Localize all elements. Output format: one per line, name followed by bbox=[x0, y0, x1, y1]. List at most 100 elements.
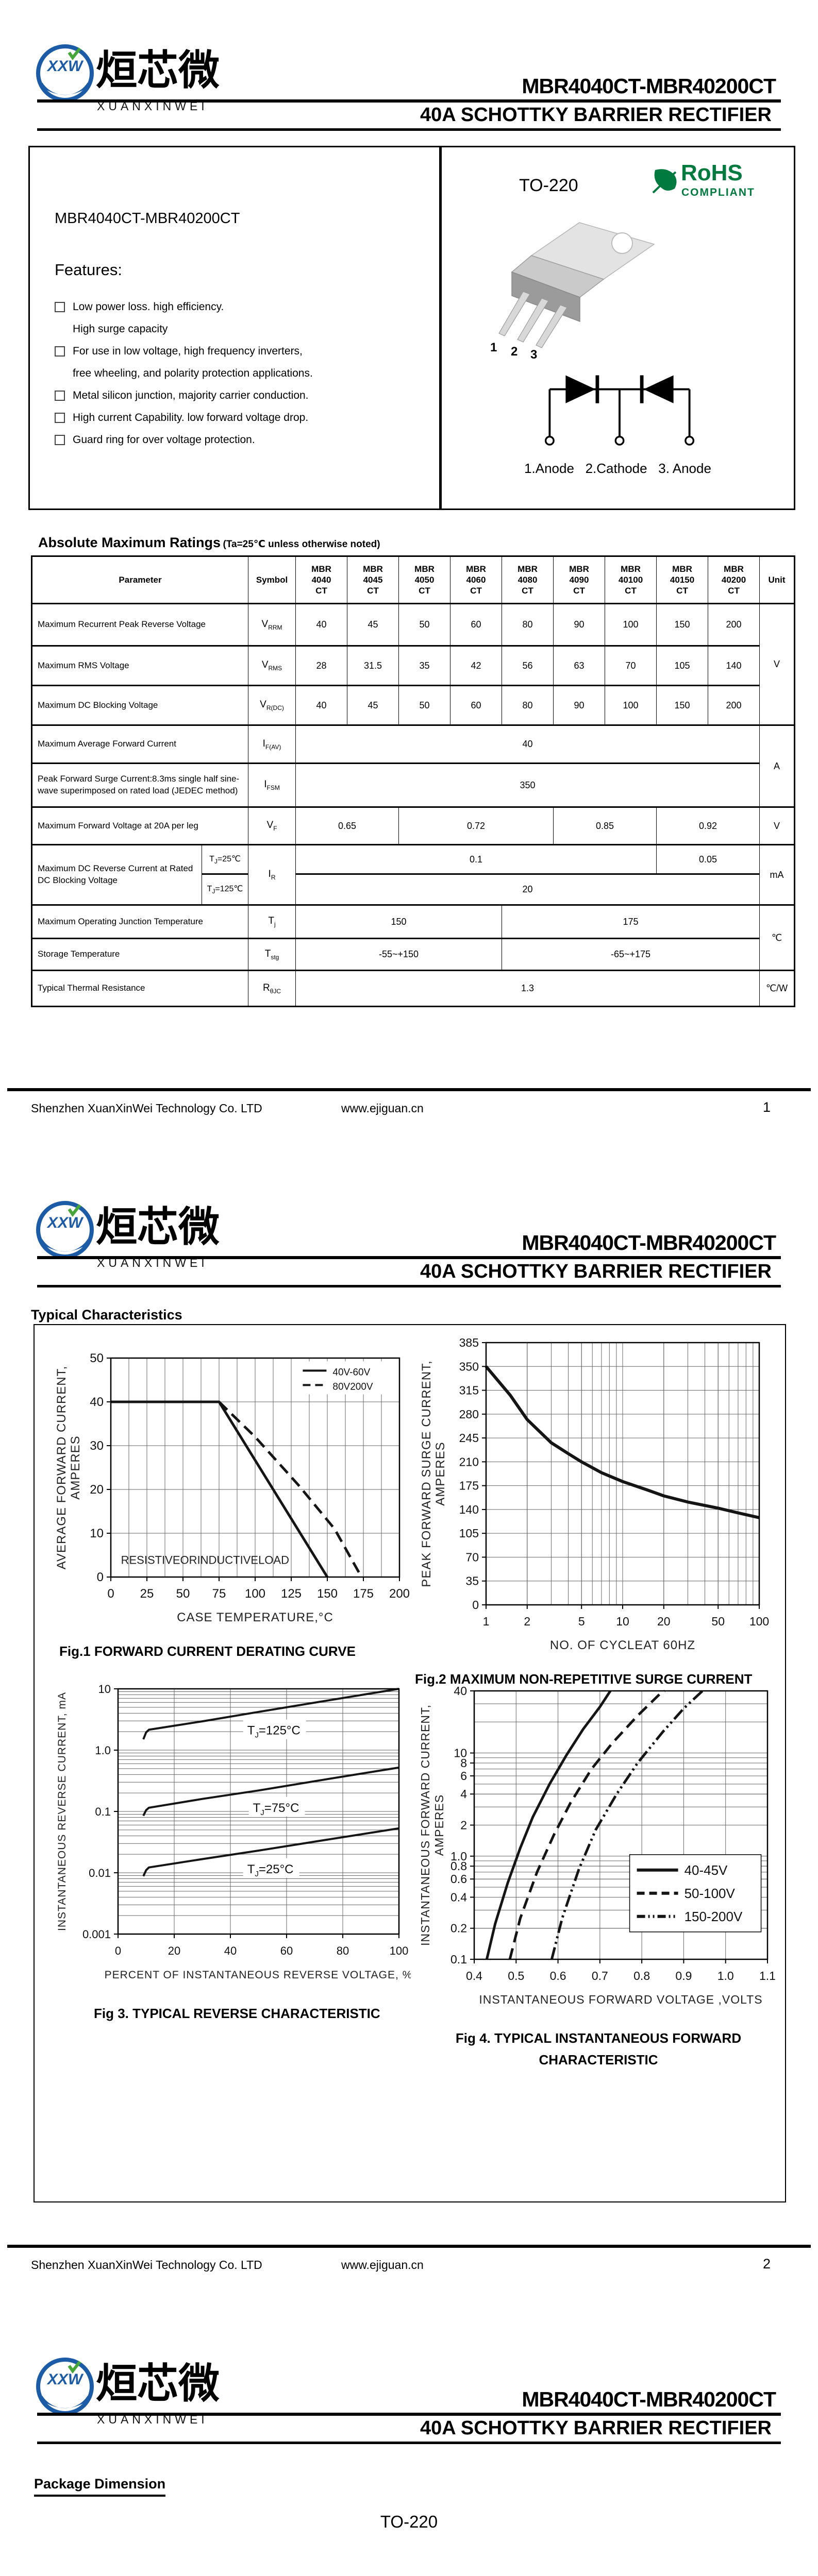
svg-text:125: 125 bbox=[281, 1587, 302, 1601]
logo-monogram: XXW bbox=[46, 2371, 84, 2388]
ratings-cell: 63 bbox=[553, 645, 606, 686]
ratings-cell: 45 bbox=[347, 685, 399, 726]
svg-text:1.0: 1.0 bbox=[450, 1850, 467, 1863]
rohs-text: RoHS bbox=[681, 160, 743, 185]
ratings-cell: Maximum Operating Junction Temperature bbox=[31, 904, 249, 939]
svg-text:100: 100 bbox=[749, 1615, 769, 1628]
ratings-cell: -65~+175 bbox=[502, 938, 760, 971]
svg-text:0: 0 bbox=[97, 1570, 104, 1584]
svg-text:40V-60V: 40V-60V bbox=[332, 1367, 370, 1378]
ratings-cell: Unit bbox=[759, 555, 795, 604]
svg-text:150-200V: 150-200V bbox=[685, 1909, 743, 1924]
absolute-maximum-ratings-table: Parameter Symbol MBR 4040 CT MBR 4045 CT MBR 4050… bbox=[31, 555, 796, 1007]
svg-text:50: 50 bbox=[176, 1587, 190, 1601]
ratings-cell: 40 bbox=[295, 603, 348, 647]
footer-website[interactable]: www.ejiguan.cn bbox=[341, 1101, 424, 1115]
svg-text:40-45V: 40-45V bbox=[685, 1862, 728, 1878]
svg-text:10: 10 bbox=[616, 1615, 629, 1628]
header-rule-bottom bbox=[37, 128, 781, 131]
svg-text:10: 10 bbox=[454, 1747, 467, 1760]
ratings-cell: 200 bbox=[708, 685, 760, 726]
fig2-chart: 1 2 5 10 20 50 100 0 35 70 105 140 175 210 245 280 315 35… bbox=[420, 1336, 769, 1652]
svg-text:100: 100 bbox=[390, 1944, 409, 1957]
svg-text:50: 50 bbox=[90, 1351, 104, 1365]
svg-text:350: 350 bbox=[459, 1360, 479, 1373]
ratings-cell: 70 bbox=[605, 645, 657, 686]
svg-text:70: 70 bbox=[465, 1550, 479, 1564]
svg-text:80: 80 bbox=[337, 1944, 349, 1957]
svg-text:0: 0 bbox=[115, 1944, 121, 1957]
svg-text:AVERAGE FORWARD CURRENT,AMPERE: AVERAGE FORWARD CURRENT,AMPERES bbox=[55, 1366, 82, 1570]
ratings-cell: 0.1 bbox=[295, 844, 657, 875]
ratings-cell: MBR 4050 CT bbox=[398, 555, 451, 604]
ratings-cell: 60 bbox=[450, 685, 503, 726]
ratings-cell: 60 bbox=[450, 603, 503, 647]
fig4-chart: 0.4 0.5 0.6 0.7 0.8 0.9 1.0 1.10.10.20.40.60.81… bbox=[419, 1684, 776, 2006]
ratings-cell: 0.05 bbox=[656, 844, 760, 875]
ratings-cell: 150 bbox=[656, 603, 709, 647]
ratings-cell: 150 bbox=[656, 685, 709, 726]
footer-website[interactable]: www.ejiguan.cn bbox=[341, 2258, 424, 2272]
svg-text:2: 2 bbox=[460, 1819, 467, 1832]
feature-text: Low power loss. high efficiency. bbox=[73, 300, 224, 313]
company-logo: XXW 烜芯微 XUANXINWEI bbox=[36, 2358, 220, 2426]
svg-text:INSTANTANEOUS FORWARD VOLTAG: INSTANTANEOUS FORWARD VOLTAGE ,VOLTS bbox=[479, 1993, 762, 2006]
ratings-cell: 45 bbox=[347, 603, 399, 647]
rohs-compliant-text: COMPLIANT bbox=[681, 187, 755, 198]
ratings-cell: Maximum Average Forward Current bbox=[31, 724, 249, 764]
ratings-cell: 0.85 bbox=[553, 806, 657, 845]
figure-1: RESISTIVEORINDUCTIVELOAD 0 25 50 75 100 125 150… bbox=[50, 1331, 411, 1659]
mounting-hole bbox=[611, 232, 633, 254]
ratings-note: (Ta=25℃ unless otherwise noted) bbox=[223, 539, 380, 550]
header-rule-top bbox=[37, 1256, 781, 1259]
ratings-cell: -55~+150 bbox=[295, 938, 503, 971]
ratings-title: Absolute Maximum Ratings bbox=[38, 535, 221, 550]
feature-item-6: Guard ring for over voltage protection. bbox=[55, 429, 415, 451]
page-subtitle: 40A SCHOTTKY BARRIER RECTIFIER bbox=[420, 104, 772, 126]
ratings-cell: 140 bbox=[708, 645, 760, 686]
svg-text:0.1: 0.1 bbox=[450, 1953, 467, 1966]
page-title: MBR4040CT-MBR40200CT bbox=[522, 1231, 776, 1255]
svg-text:TJ=75°C: TJ=75°C bbox=[253, 1801, 299, 1817]
svg-text:5: 5 bbox=[578, 1615, 585, 1628]
svg-text:140: 140 bbox=[459, 1503, 479, 1516]
section-title: Package Dimension bbox=[34, 2476, 166, 2497]
svg-text:NO. OF CYCLEAT 60HZ: NO. OF CYCLEAT 60HZ bbox=[550, 1638, 695, 1652]
ratings-cell: Maximum Recurrent Peak Reverse Voltage bbox=[31, 603, 249, 647]
feature-text: High current Capability. low forward vol… bbox=[73, 411, 309, 423]
fig3-caption: Fig 3. TYPICAL REVERSE CHARACTERISTIC bbox=[94, 2006, 380, 2021]
ratings-cell: Maximum DC Reverse Current at Rated DC B… bbox=[31, 844, 202, 906]
svg-text:0.01: 0.01 bbox=[89, 1867, 111, 1879]
svg-text:1.0: 1.0 bbox=[95, 1744, 111, 1757]
ratings-heading: Absolute Maximum Ratings (Ta=25℃ unless … bbox=[38, 535, 380, 551]
svg-text:0.9: 0.9 bbox=[675, 1969, 692, 1982]
company-logo: XXW 烜芯微 XUANXINWEI bbox=[36, 44, 220, 113]
ratings-cell: VF bbox=[248, 806, 296, 845]
rohs-leaf-stem-icon bbox=[652, 171, 677, 194]
ratings-cell: 90 bbox=[553, 603, 606, 647]
svg-text:8: 8 bbox=[460, 1756, 467, 1770]
svg-text:0.4: 0.4 bbox=[466, 1969, 482, 1982]
svg-text:0.6: 0.6 bbox=[450, 1872, 467, 1886]
ratings-cell: 50 bbox=[398, 603, 451, 647]
ratings-cell: 0.72 bbox=[398, 806, 554, 845]
checkbox-icon bbox=[55, 412, 65, 423]
ratings-cell: Maximum Forward Voltage at 20A per leg bbox=[31, 806, 249, 845]
terminal-anode-3 bbox=[685, 435, 695, 446]
svg-text:4: 4 bbox=[460, 1787, 467, 1801]
ratings-cell: RθJC bbox=[248, 970, 296, 1007]
svg-text:INSTANTANEOUS REVERSE CURREN: INSTANTANEOUS REVERSE CURRENT, mA bbox=[56, 1692, 68, 1931]
pin-number-3: 3 bbox=[530, 348, 537, 362]
ratings-cell: MBR 4060 CT bbox=[450, 555, 503, 604]
svg-text:0: 0 bbox=[472, 1598, 479, 1612]
checkbox-icon bbox=[55, 301, 65, 312]
ratings-cell: MBR 40150 CT bbox=[656, 555, 709, 604]
svg-text:0.2: 0.2 bbox=[450, 1922, 467, 1935]
svg-text:CASE TEMPERATURE,°C: CASE TEMPERATURE,°C bbox=[177, 1611, 333, 1624]
diode-right-icon bbox=[643, 375, 674, 403]
terminal-anode-1 bbox=[544, 435, 555, 446]
svg-text:210: 210 bbox=[459, 1455, 479, 1468]
svg-text:50-100V: 50-100V bbox=[685, 1886, 736, 1901]
ratings-cell: ℃ bbox=[759, 904, 795, 971]
feature-text: For use in low voltage, high frequency i… bbox=[73, 345, 303, 357]
